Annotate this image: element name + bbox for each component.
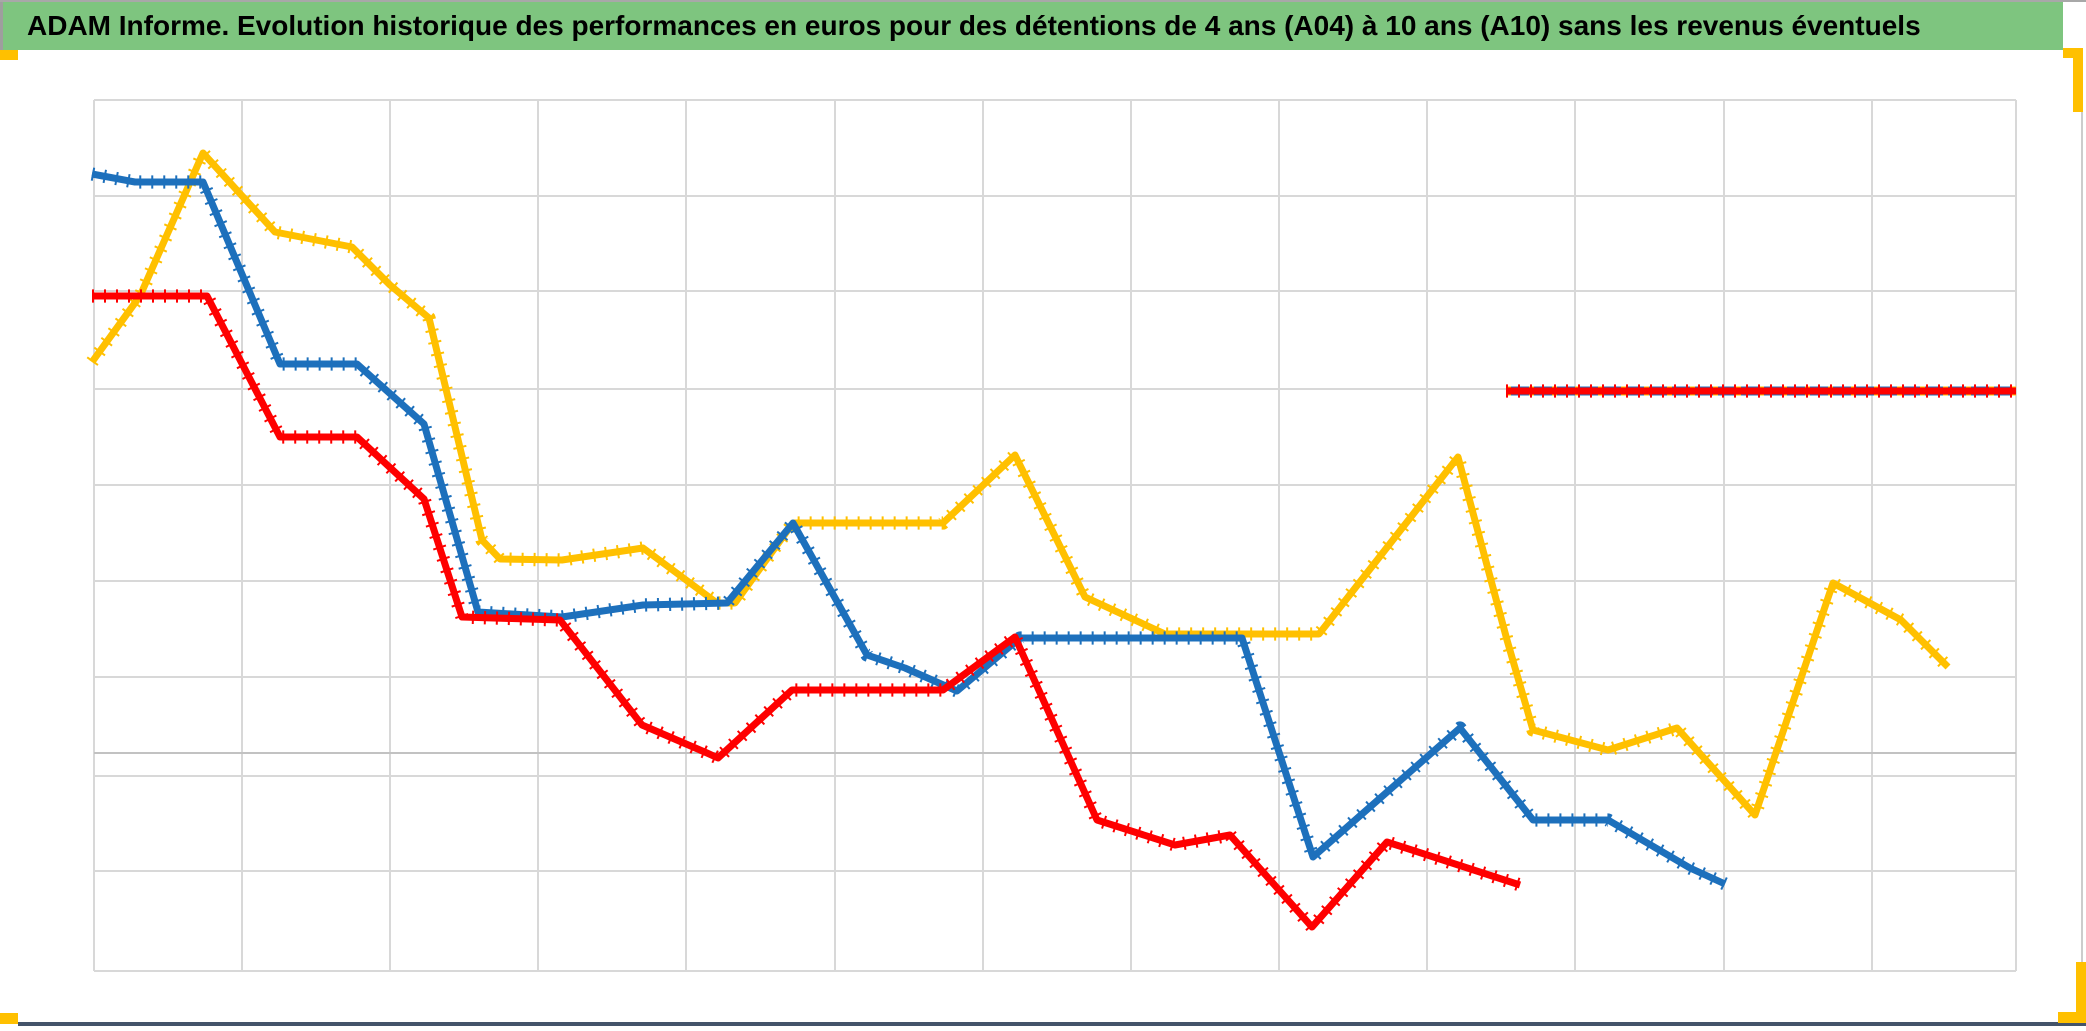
chart-title-cell[interactable]: ADAM Informe. Evolution historique des p…: [3, 2, 2063, 50]
corner-mark-bottom-right-v[interactable]: [2076, 962, 2086, 1023]
cell-border-right: [2081, 58, 2083, 1014]
page-title: ADAM Informe. Evolution historique des p…: [27, 10, 1921, 41]
chart-series[interactable]: [86, 146, 2016, 934]
title-bar-left-border: [0, 2, 3, 50]
corner-mark-top-right-v[interactable]: [2073, 48, 2083, 112]
series-gold-line[interactable]: [89, 149, 1951, 819]
corner-mark-bottom-left[interactable]: [0, 1013, 18, 1024]
window-bottom-edge: [18, 1022, 2086, 1026]
corner-mark-top-left[interactable]: [0, 50, 18, 60]
window-top-edge: [0, 0, 2086, 2]
corner-mark-bottom-right-h[interactable]: [2058, 1012, 2086, 1023]
series-blue-line[interactable]: [91, 170, 1727, 888]
series-red-line[interactable]: [92, 292, 1522, 931]
